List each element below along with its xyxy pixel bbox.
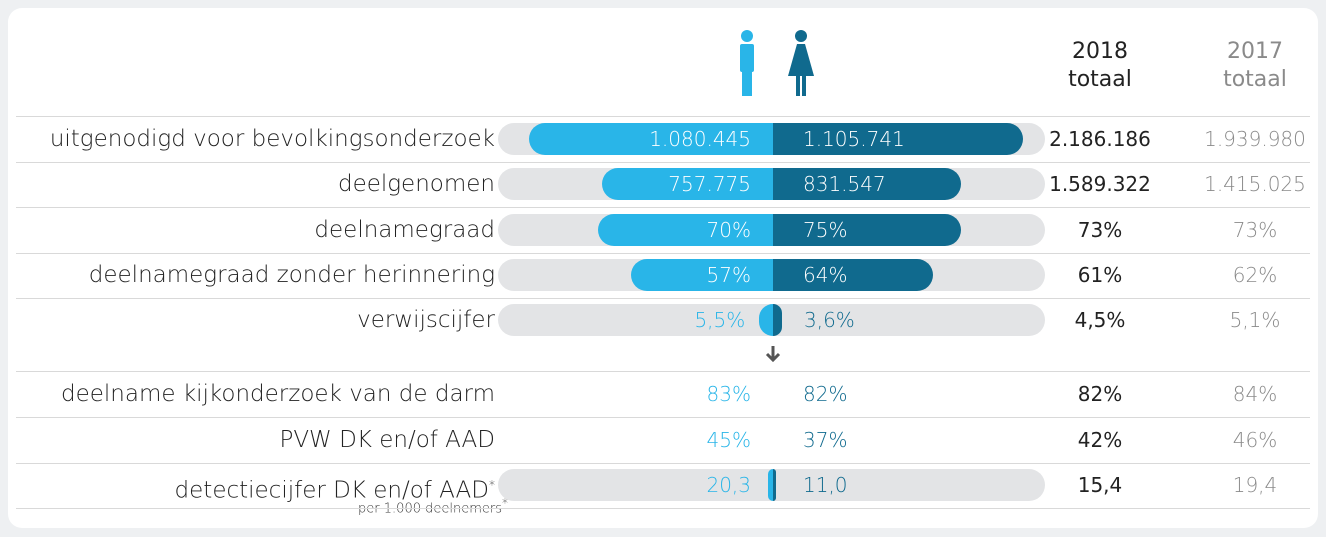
men-bar bbox=[630, 259, 773, 291]
men-bar bbox=[601, 168, 773, 200]
women-bar bbox=[773, 123, 1023, 155]
women-value: 1.105.741 bbox=[803, 127, 905, 151]
men-value: 45% bbox=[706, 428, 751, 452]
women-value: 37% bbox=[803, 428, 848, 452]
men-value: 83% bbox=[706, 382, 751, 406]
row-label: verwijscijfer bbox=[357, 307, 495, 333]
total-2018: 4,5% bbox=[1074, 308, 1126, 332]
gender-icons bbox=[740, 30, 814, 96]
women-value: 831.547 bbox=[803, 172, 886, 196]
sep bbox=[16, 207, 1310, 208]
total-2018: 2.186.186 bbox=[1049, 127, 1151, 151]
women-value: 64% bbox=[803, 263, 848, 287]
row-label: deelname kijkonderzoek van de darm bbox=[60, 381, 495, 407]
men-value: 757.775 bbox=[668, 172, 751, 196]
men-bar bbox=[598, 214, 773, 246]
total-2017: 73% bbox=[1232, 218, 1278, 242]
row-label: detectiecijfer DK en/of AAD* bbox=[174, 477, 495, 504]
total-2017: 84% bbox=[1232, 382, 1278, 406]
total-2017: 62% bbox=[1232, 263, 1278, 287]
row-label: uitgenodigd voor bevolkingsonderzoek bbox=[49, 126, 495, 152]
total-2018: 73% bbox=[1077, 218, 1123, 242]
sep bbox=[16, 463, 1310, 464]
year: 2017 bbox=[1227, 39, 1283, 64]
label-mark: * bbox=[489, 478, 495, 492]
women-value: 11,0 bbox=[803, 473, 848, 497]
card: 2018 totaal 2017 totaal per 1.000 deelne… bbox=[8, 8, 1318, 528]
sep bbox=[16, 162, 1310, 163]
total-2018: 15,4 bbox=[1077, 473, 1123, 497]
men-value: 5,5% bbox=[694, 308, 746, 332]
total-2018: 61% bbox=[1077, 263, 1123, 287]
total-2017: 19,4 bbox=[1232, 473, 1278, 497]
men-value: 20,3 bbox=[706, 473, 751, 497]
sep bbox=[16, 417, 1310, 418]
sep bbox=[16, 116, 1310, 117]
women-bar bbox=[773, 214, 961, 246]
women-bar bbox=[773, 304, 782, 336]
row-label: deelnamegraad bbox=[314, 217, 495, 243]
women-value: 3,6% bbox=[804, 308, 855, 332]
sub: totaal bbox=[1068, 67, 1132, 92]
total-2017: 5,1% bbox=[1229, 308, 1281, 332]
sep bbox=[16, 298, 1310, 299]
women-value: 75% bbox=[803, 218, 848, 242]
woman-icon bbox=[788, 30, 814, 96]
man-icon bbox=[740, 30, 754, 96]
women-bar bbox=[773, 259, 933, 291]
total-2018: 42% bbox=[1077, 428, 1123, 452]
year: 2018 bbox=[1072, 39, 1128, 64]
header-2018: 2018 totaal bbox=[1040, 38, 1160, 94]
row-label: deelnamegraad zonder herinnering bbox=[88, 262, 495, 288]
women-bar bbox=[773, 168, 961, 200]
sub: totaal bbox=[1223, 67, 1287, 92]
footnote-mark: * bbox=[502, 496, 508, 510]
women-bar bbox=[773, 469, 776, 501]
men-value: 70% bbox=[706, 218, 751, 242]
men-bar bbox=[759, 304, 773, 336]
sep bbox=[16, 371, 1310, 372]
row-label: PVW DK en/of AAD bbox=[279, 427, 495, 453]
total-2017: 1.939.980 bbox=[1204, 127, 1306, 151]
men-value: 1.080.445 bbox=[649, 127, 751, 151]
women-value: 82% bbox=[803, 382, 848, 406]
men-bar bbox=[767, 469, 773, 501]
total-2017: 1.415.025 bbox=[1204, 172, 1306, 196]
row-label: deelgenomen bbox=[337, 171, 495, 197]
sep bbox=[16, 253, 1310, 254]
men-bar bbox=[528, 123, 773, 155]
men-value: 57% bbox=[706, 263, 751, 287]
sep bbox=[16, 508, 1310, 509]
arrow-down bbox=[765, 346, 781, 363]
total-2018: 82% bbox=[1077, 382, 1123, 406]
total-2017: 46% bbox=[1232, 428, 1278, 452]
header-2017: 2017 totaal bbox=[1195, 38, 1315, 94]
total-2018: 1.589.322 bbox=[1049, 172, 1151, 196]
